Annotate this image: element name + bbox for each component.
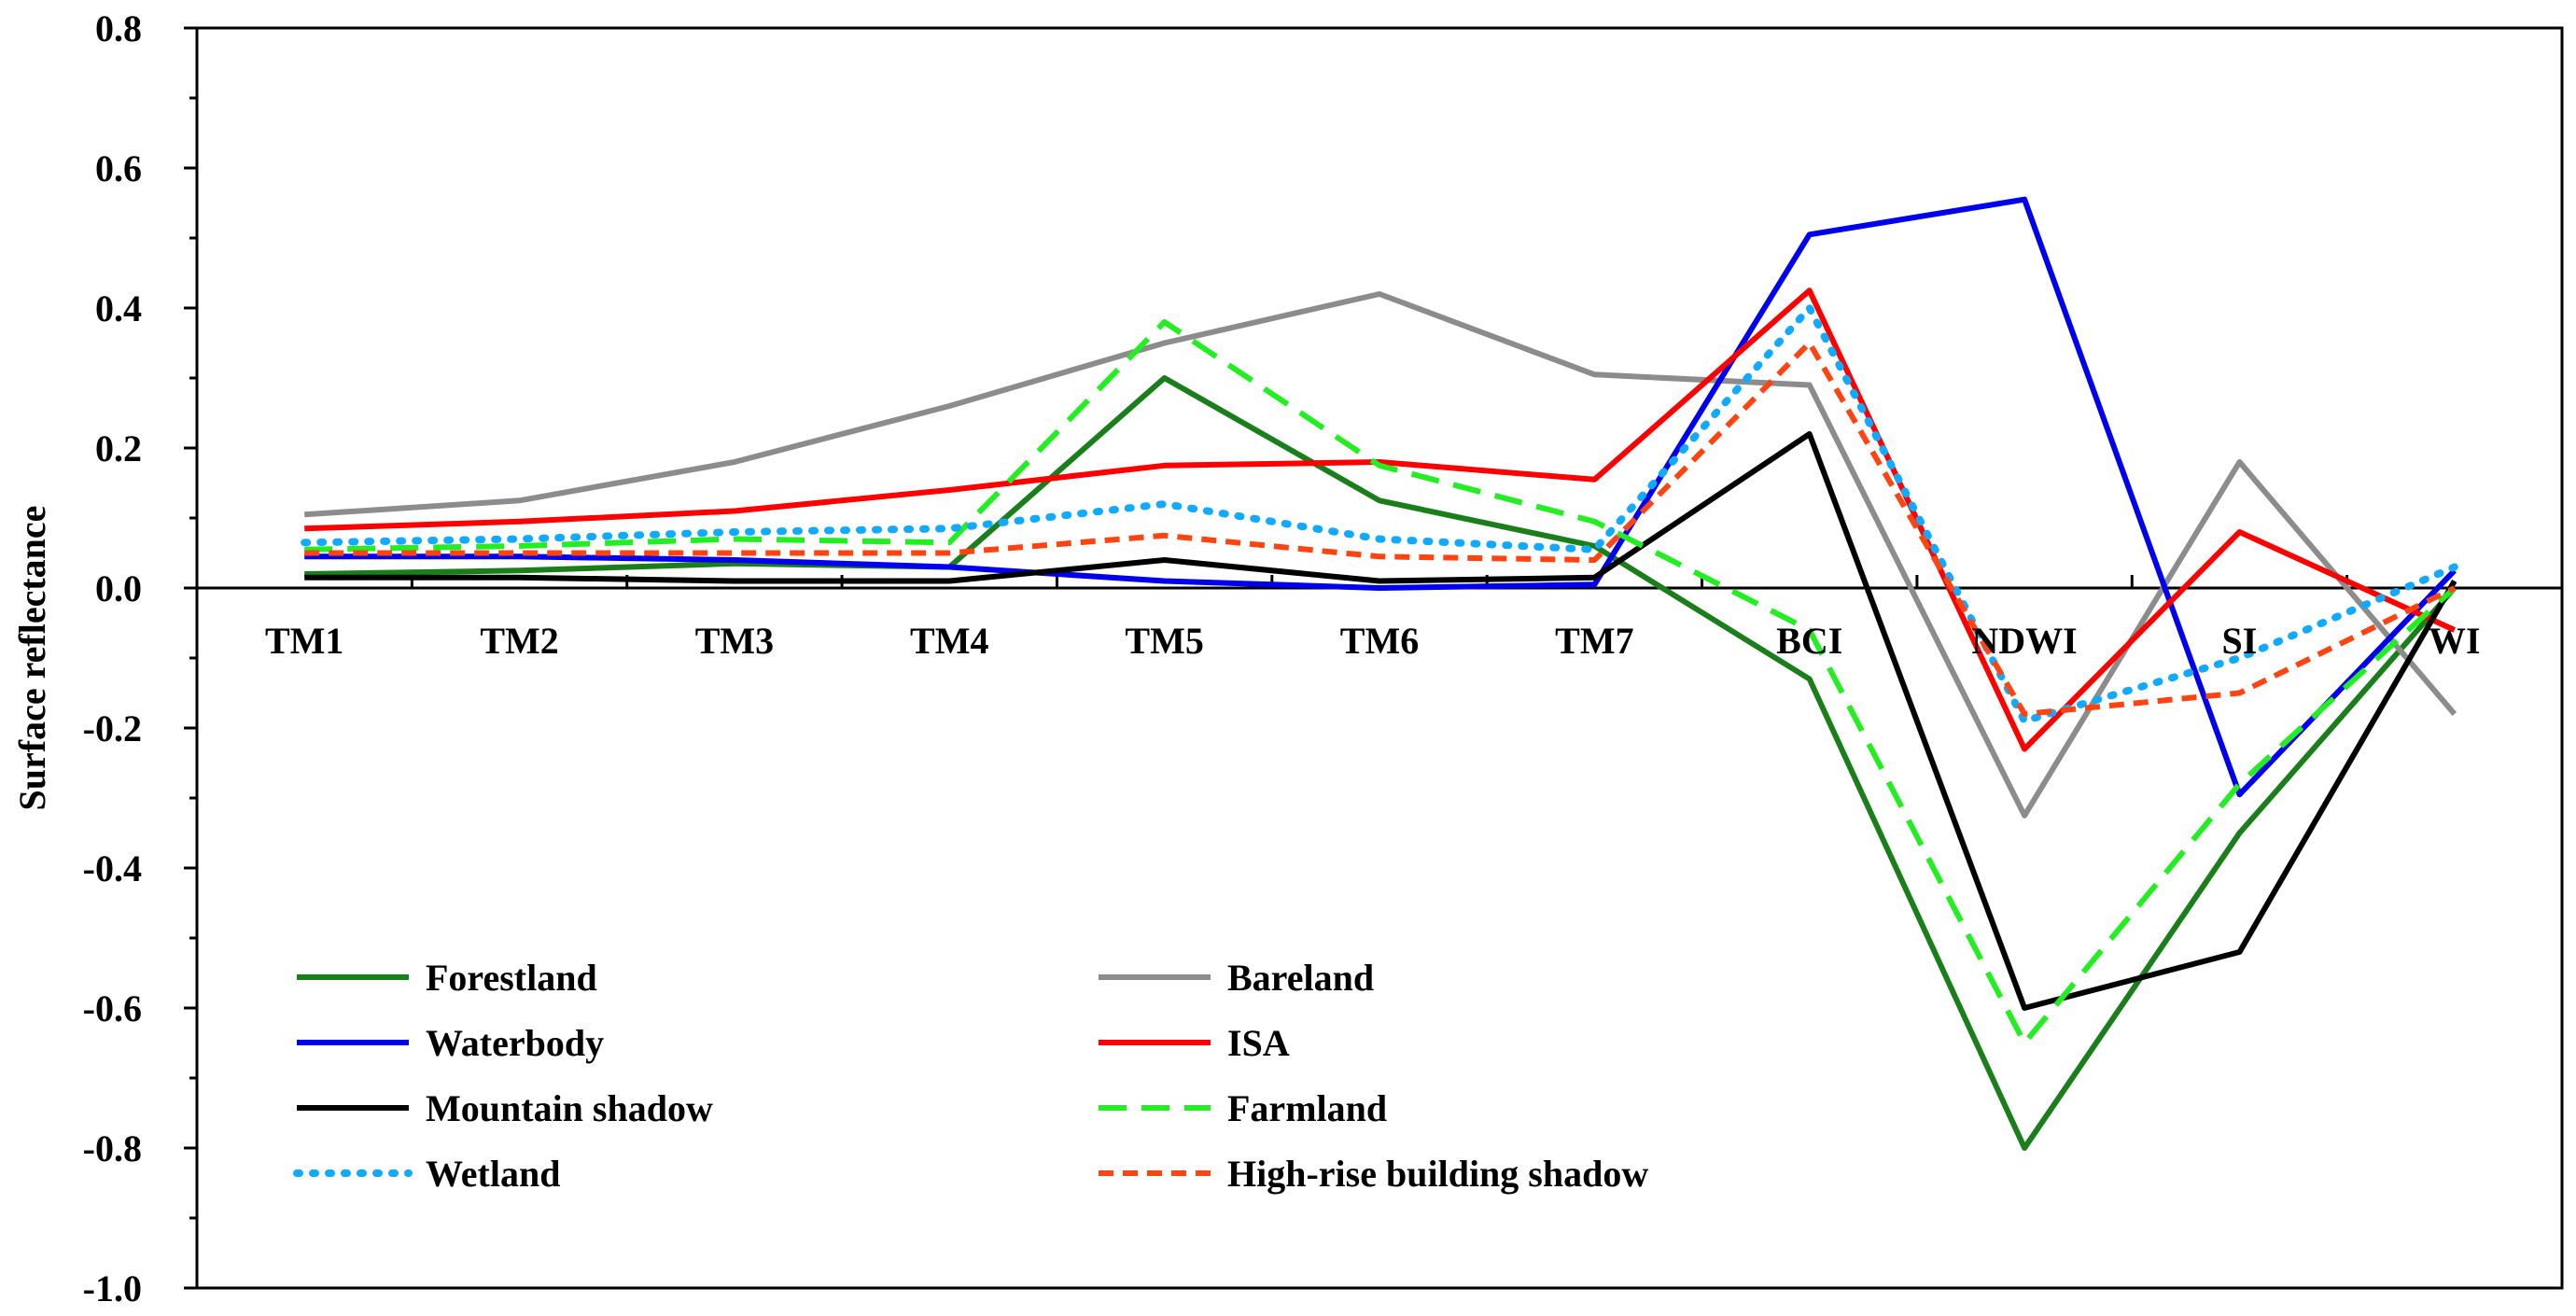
y-tick-label: 0.4 bbox=[95, 287, 142, 329]
legend: Forestland Bareland Waterbody ISA Mountain s… bbox=[293, 957, 1648, 1195]
x-tick-label: WI bbox=[2429, 620, 2481, 662]
legend-label: Forestland bbox=[426, 957, 597, 999]
y-tick-label: 0.2 bbox=[95, 427, 142, 469]
legend-label: High-rise building shadow bbox=[1227, 1153, 1648, 1195]
x-tick-label: TM1 bbox=[265, 620, 343, 662]
series-layer bbox=[301, 196, 2458, 1151]
y-tick-label: -0.8 bbox=[83, 1127, 142, 1169]
legend-label: Waterbody bbox=[426, 1022, 604, 1064]
series-line-high-rise-building-shadow bbox=[304, 340, 2457, 717]
y-tick-label: -1.0 bbox=[83, 1267, 142, 1309]
x-tick-label: TM3 bbox=[695, 620, 774, 662]
x-tick-label: TM2 bbox=[480, 620, 558, 662]
x-axis-labels: TM1 TM2 TM3 TM4 TM5 TM6 TM7 BCI NDWI SI WI bbox=[265, 620, 2481, 662]
series-line-waterbody bbox=[304, 196, 2457, 798]
x-tick-label: SI bbox=[2222, 620, 2258, 662]
x-tick-label: TM7 bbox=[1555, 620, 1633, 662]
x-tick-label: NDWI bbox=[1971, 620, 2077, 662]
y-tick-label: 0.8 bbox=[95, 7, 142, 49]
x-tick-label: BCI bbox=[1776, 620, 1842, 662]
x-tick-label: TM5 bbox=[1125, 620, 1203, 662]
series-line-forestland bbox=[304, 375, 2457, 1151]
y-tick-label: 0.6 bbox=[95, 147, 142, 189]
y-tick-label: -0.6 bbox=[83, 987, 142, 1029]
series-line-farmland bbox=[304, 319, 2457, 1046]
x-tick-label: TM6 bbox=[1340, 620, 1419, 662]
y-tick-label: 0.0 bbox=[95, 567, 142, 609]
series-line-mountain-shadow bbox=[304, 431, 2457, 1011]
legend-label: Farmland bbox=[1227, 1087, 1387, 1129]
legend-label: Bareland bbox=[1227, 957, 1374, 999]
series-line-wetland bbox=[301, 304, 2458, 725]
y-tick-label: -0.2 bbox=[83, 707, 142, 749]
y-tick-label: -0.4 bbox=[83, 847, 142, 889]
y-axis: 0.8 0.6 0.4 0.2 0.0 -0.2 -0.4 -0.6 -0.8 -1.0 bbox=[83, 7, 197, 1309]
x-tick-label: TM4 bbox=[910, 620, 988, 662]
legend-label: Mountain shadow bbox=[426, 1087, 713, 1129]
y-axis-label: Surface reflectance bbox=[11, 506, 53, 811]
legend-label: ISA bbox=[1227, 1022, 1290, 1064]
legend-label: Wetland bbox=[426, 1153, 560, 1195]
series-line-isa bbox=[304, 287, 2457, 752]
